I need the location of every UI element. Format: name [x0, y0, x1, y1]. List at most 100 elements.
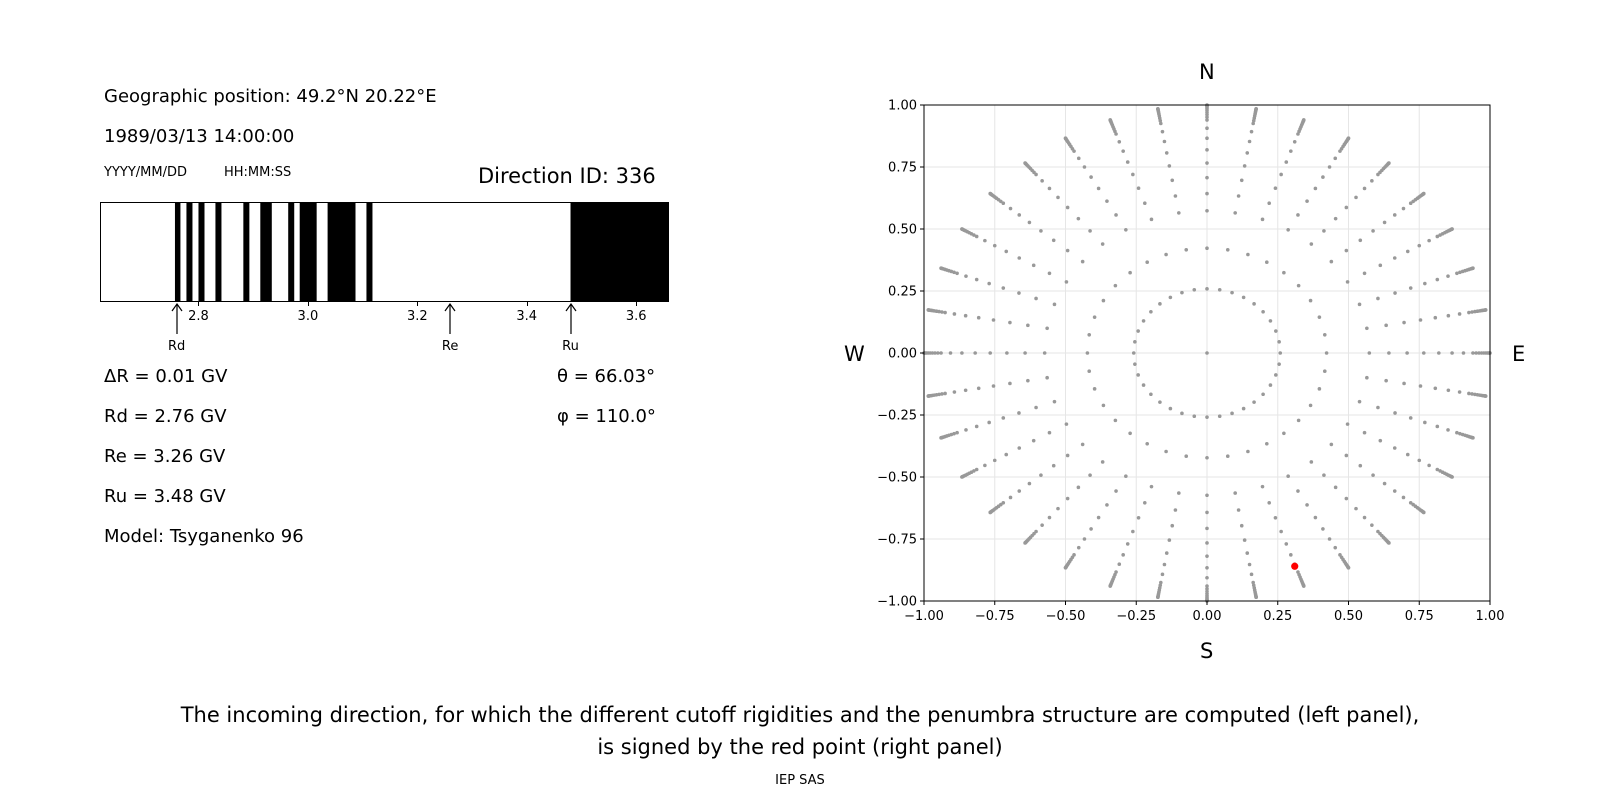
direction-point	[1230, 411, 1234, 416]
direction-point	[1063, 136, 1068, 141]
direction-point	[1241, 295, 1246, 300]
direction-point	[1047, 186, 1052, 191]
direction-point	[963, 313, 968, 318]
direction-point	[1205, 208, 1209, 213]
direction-point	[1113, 418, 1118, 423]
direction-point	[976, 315, 981, 320]
direction-point	[1322, 333, 1327, 337]
direction-point	[1065, 496, 1070, 501]
direction-point	[1087, 369, 1092, 373]
direction-point	[1239, 178, 1244, 183]
direction-point	[1421, 510, 1426, 515]
direction-point	[960, 475, 964, 479]
direction-point	[1370, 179, 1374, 183]
direction-point	[1371, 229, 1375, 233]
direction-point	[1286, 228, 1290, 232]
direction-point	[1408, 201, 1413, 206]
direction-point	[1423, 281, 1427, 286]
direction-point	[1483, 394, 1488, 398]
direction-point	[1274, 329, 1278, 333]
penumbra-marker-label-re: Re	[441, 339, 459, 354]
direction-point	[1125, 160, 1130, 164]
direction-point	[1450, 475, 1454, 479]
direction-point	[1184, 454, 1189, 459]
credit: IEP SAS	[775, 773, 825, 788]
direction-point	[1141, 383, 1146, 387]
direction-point	[973, 351, 977, 355]
direction-point	[1164, 449, 1168, 454]
direction-point	[1173, 194, 1178, 198]
direction-point	[1121, 553, 1125, 557]
direction-point	[1387, 351, 1391, 355]
direction-point	[1401, 495, 1406, 500]
direction-point	[1042, 351, 1047, 355]
y-tick-label: 0.75	[888, 161, 917, 176]
direction-point	[1136, 515, 1141, 520]
direction-point	[1418, 318, 1423, 322]
direction-point	[1128, 431, 1132, 436]
direction-point	[1402, 381, 1406, 386]
direction-point	[1435, 424, 1440, 429]
direction-point	[1321, 175, 1325, 179]
direction-point	[1233, 491, 1237, 495]
direction-point	[1365, 375, 1369, 380]
direction-point	[1333, 485, 1338, 490]
selected-direction-point	[1291, 562, 1299, 570]
penumbra-forbidden-band	[243, 202, 250, 302]
direction-point	[1162, 562, 1167, 567]
direction-point	[1427, 238, 1431, 243]
direction-point	[1205, 115, 1209, 119]
direction-point	[1149, 309, 1153, 314]
direction-point	[1477, 351, 1481, 355]
direction-point	[1100, 460, 1105, 464]
direction-point	[1277, 340, 1281, 344]
direction-point	[1205, 541, 1209, 545]
direction-point	[1268, 319, 1273, 323]
direction-point	[1282, 270, 1286, 275]
delta-r-value: ΔR = 0.01 GV	[104, 366, 228, 387]
penumbra-forbidden-band	[327, 202, 356, 302]
direction-point	[1168, 406, 1173, 411]
direction-point	[1344, 496, 1349, 501]
direction-point	[1136, 373, 1140, 377]
direction-id: Direction ID: 336	[478, 164, 656, 188]
y-tick-label: 0.50	[888, 223, 917, 238]
direction-point	[987, 420, 991, 425]
direction-point	[1236, 194, 1241, 198]
direction-point	[1131, 172, 1135, 177]
direction-point	[1408, 416, 1413, 420]
direction-point	[1040, 523, 1044, 527]
direction-point	[1017, 411, 1021, 415]
direction-point	[1446, 313, 1451, 318]
direction-point	[1292, 139, 1297, 144]
direction-point	[1461, 351, 1466, 355]
direction-point	[1362, 186, 1367, 191]
compass-west-label: W	[844, 342, 865, 366]
direction-point	[1045, 375, 1049, 380]
penumbra-tick	[526, 302, 528, 306]
penumbra-forbidden-band	[260, 202, 272, 302]
direction-point	[1205, 191, 1209, 196]
direction-point	[960, 227, 964, 231]
direction-point	[1249, 572, 1254, 577]
direction-point	[1008, 320, 1012, 325]
penumbra-tick-label: 3.6	[625, 309, 647, 324]
direction-point	[1455, 271, 1459, 276]
direction-point	[1344, 453, 1349, 458]
compass-south-label: S	[1200, 639, 1214, 663]
direction-point	[1333, 156, 1338, 161]
penumbra-tick	[636, 302, 638, 306]
date-format-label: YYYY/MM/DD	[104, 165, 187, 180]
direction-point	[1136, 329, 1140, 333]
direction-point	[1370, 523, 1374, 527]
direction-point	[1354, 195, 1358, 200]
direction-point	[940, 392, 944, 396]
direction-point	[964, 274, 968, 278]
direction-point	[1089, 175, 1093, 179]
direction-point	[1423, 420, 1427, 425]
direction-point	[1225, 247, 1230, 252]
direction-point	[1205, 554, 1209, 558]
direction-point	[964, 428, 968, 432]
direction-point	[992, 458, 997, 463]
direction-point	[1317, 315, 1322, 319]
